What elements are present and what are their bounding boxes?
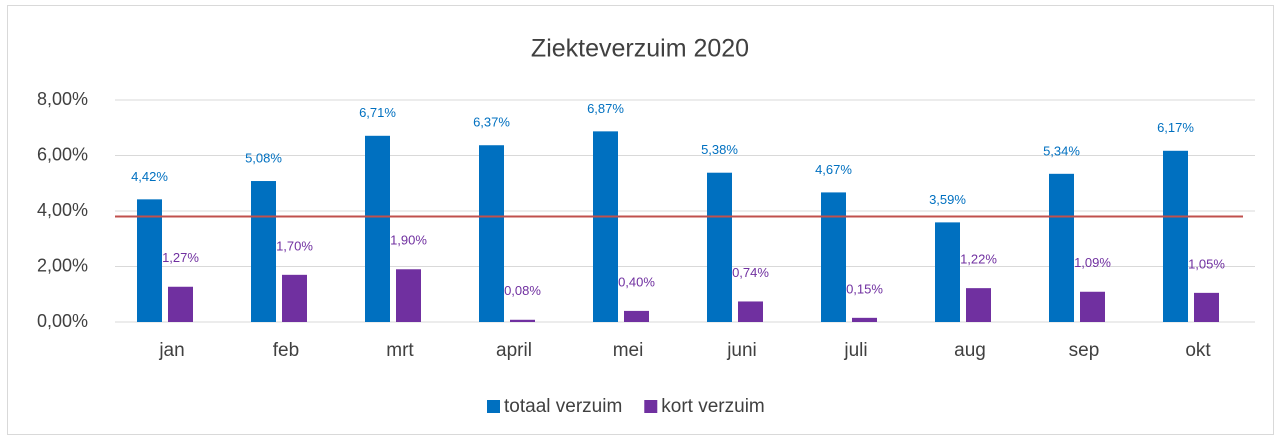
- bar: [852, 317, 877, 322]
- data-label: 0,15%: [846, 281, 883, 296]
- legend-label: totaal verzuim: [504, 396, 622, 417]
- data-label: 0,08%: [504, 283, 541, 298]
- bar: [966, 288, 991, 322]
- bar: [282, 274, 307, 322]
- bar: [1163, 150, 1188, 322]
- data-label: 4,67%: [815, 162, 852, 177]
- chart-border: [7, 5, 1274, 435]
- data-label: 5,34%: [1043, 143, 1080, 158]
- data-label: 6,37%: [473, 115, 510, 130]
- data-label: 6,17%: [1157, 120, 1194, 135]
- bar: [1194, 292, 1219, 322]
- x-tick-label: april: [496, 340, 532, 361]
- bar: [168, 286, 193, 322]
- y-tick-label: 4,00%: [37, 200, 88, 220]
- data-label: 3,59%: [929, 192, 966, 207]
- bar: [396, 269, 421, 322]
- x-tick-label: juni: [726, 340, 757, 361]
- legend-label: kort verzuim: [661, 396, 764, 417]
- data-label: 6,87%: [587, 101, 624, 116]
- x-tick-label: mrt: [386, 340, 414, 361]
- data-label: 0,40%: [618, 274, 655, 289]
- data-label: 1,05%: [1188, 256, 1225, 271]
- legend-swatch: [644, 400, 658, 413]
- bar: [479, 145, 504, 322]
- x-tick-label: sep: [1069, 340, 1100, 361]
- chart-title: Ziekteverzuim 2020: [531, 35, 749, 63]
- bar: [251, 181, 276, 322]
- data-label: 6,71%: [359, 105, 396, 120]
- y-tick-label: 0,00%: [37, 311, 88, 331]
- x-tick-label: juli: [843, 340, 867, 361]
- bar: [707, 172, 732, 322]
- bar: [821, 192, 846, 322]
- bar: [1049, 173, 1074, 322]
- bar: [365, 135, 390, 322]
- data-label: 4,42%: [131, 169, 168, 184]
- data-label: 5,08%: [245, 150, 282, 165]
- legend-swatch: [487, 400, 500, 413]
- bar: [137, 199, 162, 322]
- bar: [593, 131, 618, 322]
- data-label: 1,27%: [162, 250, 199, 265]
- x-tick-label: jan: [158, 340, 184, 361]
- x-tick-label: feb: [273, 340, 299, 361]
- bar: [1080, 291, 1105, 322]
- y-tick-label: 6,00%: [37, 144, 88, 164]
- bar: [510, 319, 535, 322]
- data-label: 1,22%: [960, 252, 997, 267]
- bar: [935, 222, 960, 322]
- x-tick-label: okt: [1185, 340, 1211, 361]
- y-tick-label: 2,00%: [37, 255, 88, 275]
- data-label: 1,90%: [390, 233, 427, 248]
- data-label: 1,09%: [1074, 255, 1111, 270]
- bar: [738, 301, 763, 322]
- bar: [624, 310, 649, 322]
- data-label: 0,74%: [732, 265, 769, 280]
- data-label: 1,70%: [276, 238, 313, 253]
- x-tick-label: mei: [613, 340, 644, 361]
- y-tick-label: 8,00%: [37, 89, 88, 109]
- data-label: 5,38%: [701, 142, 738, 157]
- x-tick-label: aug: [954, 340, 986, 361]
